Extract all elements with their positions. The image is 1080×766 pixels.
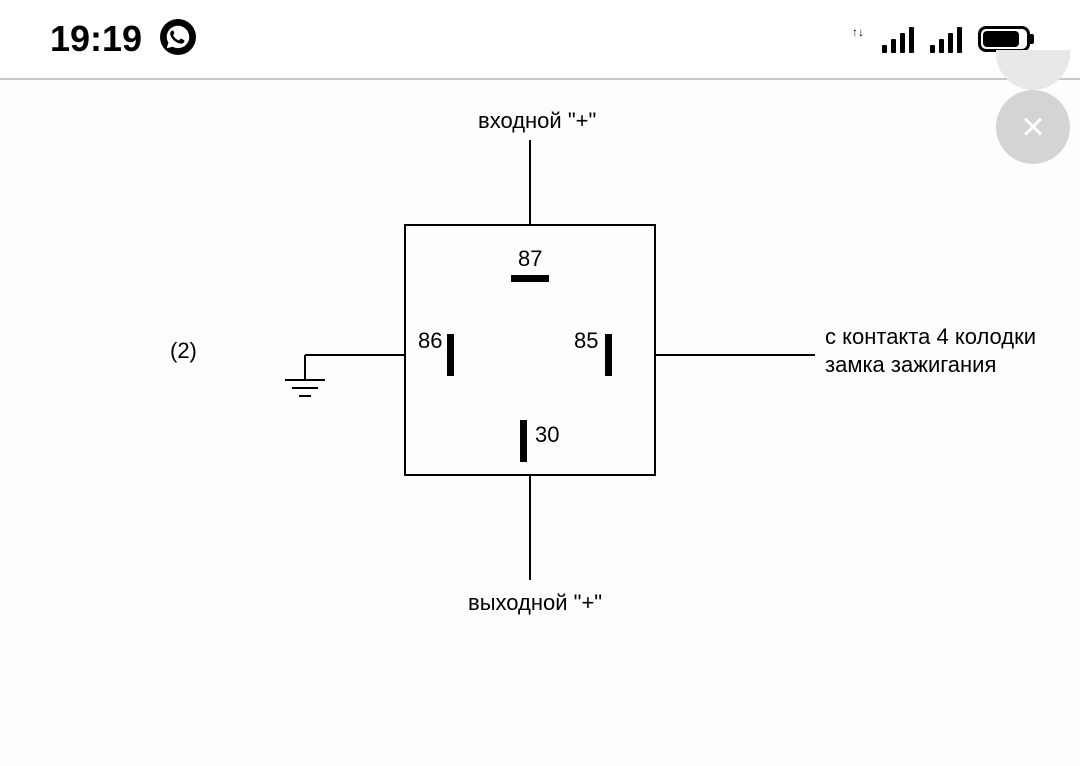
relay-diagram: 87 86 85 30 <box>0 80 1080 766</box>
battery-icon <box>978 26 1030 52</box>
input-plus-label: входной "+" <box>478 108 596 134</box>
pin-85-bar <box>605 334 612 376</box>
status-right: ↑↓ <box>852 25 1030 53</box>
pin-30-label: 30 <box>535 422 559 447</box>
signal-icon-1 <box>882 25 914 53</box>
status-left: 19:19 <box>50 18 196 60</box>
figure-label: (2) <box>170 338 197 364</box>
pin-86-bar <box>447 334 454 376</box>
data-arrows-icon: ↑↓ <box>852 25 864 39</box>
status-bar: 19:19 ↑↓ <box>0 0 1080 78</box>
time-label: 19:19 <box>50 18 142 60</box>
pin-30-bar <box>520 420 527 462</box>
signal-icon-2 <box>930 25 962 53</box>
whatsapp-icon <box>160 19 196 60</box>
ignition-label: с контакта 4 колодки замка зажигания <box>825 323 1036 378</box>
pin-86-label: 86 <box>418 328 442 353</box>
output-plus-label: выходной "+" <box>468 590 602 616</box>
diagram-area: × 87 86 85 30 (2) входной "+" выходной "… <box>0 80 1080 766</box>
pin-87-bar <box>511 275 549 282</box>
pin-87-label: 87 <box>518 246 542 271</box>
pin-85-label: 85 <box>574 328 598 353</box>
